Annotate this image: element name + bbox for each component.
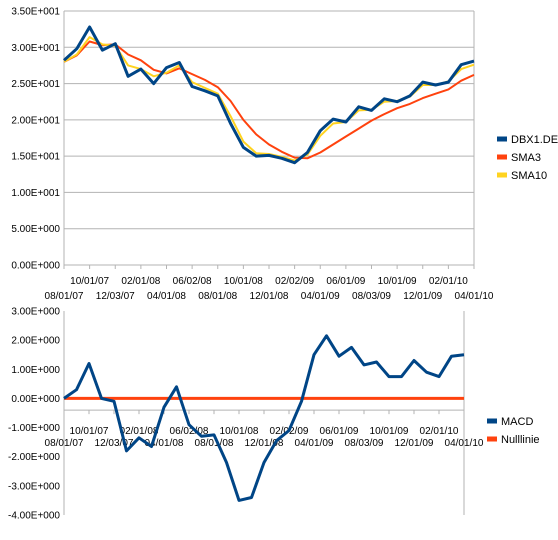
y-tick-label: 5.00E+000 (11, 224, 60, 235)
macd-chart: 3.00E+000 2.00E+000 1.00E+000 0.00E+000 -1.0… (8, 307, 540, 522)
y-tick-label: 1.00E+000 (11, 365, 60, 376)
y-tick-label: -2.00E+000 (8, 452, 60, 463)
y-tick-label: -1.00E+000 (8, 423, 60, 434)
x-tick-label: 08/01/08 (195, 438, 234, 449)
x-tick-label: 12/01/09 (395, 438, 434, 449)
x-tick-label: 12/03/07 (96, 291, 135, 300)
y-tick-label: 3.50E+001 (11, 7, 60, 18)
x-tick-label: 06/01/09 (326, 276, 365, 287)
y-tick-label: 1.50E+001 (11, 152, 60, 163)
series-line-sma10 (63, 36, 475, 162)
x-tick-label: 12/01/09 (403, 291, 442, 300)
x-tick-label: 04/01/09 (301, 291, 340, 300)
y-tick-label: 2.00E+000 (11, 336, 60, 347)
legend-label: DBX1.DE (511, 134, 558, 146)
x-tick-label: 08/01/08 (198, 291, 237, 300)
x-tick-label: 08/01/07 (45, 438, 84, 449)
x-tick-label: 10/01/07 (70, 426, 109, 437)
y-tick-label: 3.00E+000 (11, 307, 60, 318)
x-tick-label: 10/01/09 (378, 276, 417, 287)
series-line-macd (63, 334, 465, 502)
x-tick-label: 04/01/10 (445, 438, 484, 449)
x-tick-label: 10/01/08 (220, 426, 259, 437)
legend-label: MACD (501, 416, 533, 428)
x-tick-label: 12/01/08 (250, 291, 289, 300)
x-tick-label: 04/01/10 (455, 291, 494, 300)
x-tick-label: 08/03/09 (352, 291, 391, 300)
legend-label: Nulllinie (501, 434, 540, 446)
price-sma-chart: 0.00E+000 5.00E+000 1.00E+001 1.50E+001 2.00… (11, 7, 558, 301)
x-tick-label: 08/01/07 (45, 291, 84, 300)
x-tick-label: 10/01/07 (70, 276, 109, 287)
y-tick-label: 3.00E+001 (11, 43, 60, 54)
x-tick-label: 10/01/08 (224, 276, 263, 287)
x-tick-label: 04/01/09 (295, 438, 334, 449)
y-tick-label: 2.00E+001 (11, 115, 60, 126)
legend-label: SMA10 (511, 170, 547, 182)
x-tick-label: 10/01/09 (370, 426, 409, 437)
x-tick-label: 04/01/08 (147, 291, 186, 300)
y-tick-label: -4.00E+000 (8, 511, 60, 522)
x-tick-label: 06/01/09 (320, 426, 359, 437)
x-tick-label: 04/01/08 (145, 438, 184, 449)
x-tick-label: 12/01/08 (245, 438, 284, 449)
x-tick-label: 12/03/07 (95, 438, 134, 449)
series-line-sma3 (63, 40, 475, 160)
x-tick-label: 06/02/08 (173, 276, 212, 287)
y-tick-label: 0.00E+000 (11, 394, 60, 405)
legend-label: SMA3 (511, 152, 541, 164)
x-tick-label: 08/03/09 (345, 438, 384, 449)
x-tick-label: 02/02/09 (275, 276, 314, 287)
y-tick-label: 0.00E+000 (11, 261, 60, 272)
x-tick-label: 02/01/10 (420, 426, 459, 437)
x-tick-label: 06/02/08 (170, 426, 209, 437)
x-tick-label: 02/01/08 (121, 276, 160, 287)
x-tick-label: 02/01/08 (120, 426, 159, 437)
x-tick-label: 02/01/10 (429, 276, 468, 287)
y-tick-label: 2.50E+001 (11, 79, 60, 90)
y-tick-label: -3.00E+000 (8, 481, 60, 492)
series-line-dbx1-de (62, 25, 475, 165)
y-tick-label: 1.00E+001 (11, 188, 60, 199)
